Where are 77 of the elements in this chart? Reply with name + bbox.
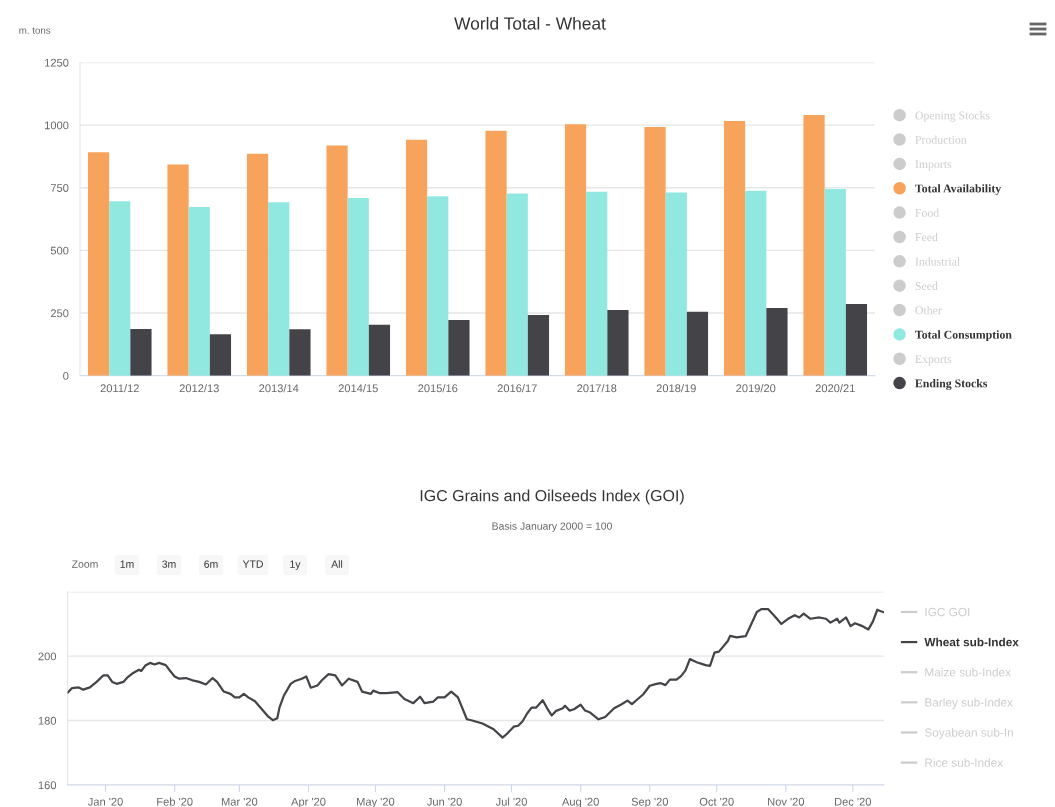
y-tick-label: 200 bbox=[38, 652, 57, 661]
legend-label: Total Availability bbox=[915, 184, 1002, 195]
bar bbox=[448, 320, 470, 376]
bar bbox=[167, 164, 189, 376]
x-tick-label: 2020/21 bbox=[815, 384, 855, 393]
bar bbox=[564, 124, 587, 376]
bar bbox=[209, 334, 232, 376]
text: 1m bbox=[120, 560, 134, 568]
legend-label: Ending Stocks bbox=[915, 379, 988, 390]
bar bbox=[326, 145, 348, 376]
x-tick-label: Mar '20 bbox=[221, 797, 258, 806]
bar bbox=[845, 304, 868, 376]
bar bbox=[109, 201, 131, 376]
x-tick-label: 2015/16 bbox=[418, 384, 458, 393]
x-tick-label: 2011/12 bbox=[100, 384, 139, 393]
line-series bbox=[67, 607, 884, 739]
y-axis-title: m. tons bbox=[19, 27, 51, 34]
bar bbox=[188, 207, 210, 376]
bar bbox=[766, 308, 788, 376]
bar bbox=[745, 190, 767, 376]
bar bbox=[586, 191, 608, 376]
y-tick-label: 180 bbox=[38, 716, 57, 725]
bar bbox=[427, 196, 449, 376]
y-tick-label: 160 bbox=[38, 781, 57, 790]
y-tick-label: 500 bbox=[50, 246, 69, 255]
x-tick-label: 2017/18 bbox=[577, 384, 617, 393]
bar bbox=[824, 189, 846, 376]
y-tick-label: 250 bbox=[50, 309, 69, 318]
bar bbox=[527, 315, 550, 376]
x-tick-label: 2014/15 bbox=[338, 384, 378, 393]
x-tick-label: Jul '20 bbox=[495, 797, 527, 806]
legend-label: Total Consumption bbox=[915, 330, 1012, 342]
legend-label: Wheat sub-Index bbox=[924, 637, 1019, 647]
chart-subtitle: Basis January 2000 = 100 bbox=[492, 522, 612, 532]
x-tick-label: Aug '20 bbox=[561, 797, 599, 807]
bar bbox=[268, 202, 290, 376]
bar bbox=[506, 193, 528, 376]
bar bbox=[347, 198, 369, 376]
x-tick-label: Nov '20 bbox=[768, 797, 805, 806]
bar bbox=[368, 324, 391, 376]
chart-title: IGC Grains and Oilseeds Index (GOI) bbox=[420, 489, 684, 505]
x-tick-label: Jun '20 bbox=[427, 797, 462, 806]
y-tick-label: 0 bbox=[63, 371, 69, 380]
y-tick-label: 1000 bbox=[45, 121, 69, 130]
text: 1y bbox=[290, 560, 301, 570]
x-tick-label: 2012/13 bbox=[179, 384, 219, 393]
bar bbox=[289, 329, 311, 376]
bar bbox=[130, 329, 152, 376]
y-tick-label: 1250 bbox=[45, 58, 69, 67]
bar bbox=[87, 152, 110, 376]
bar bbox=[607, 310, 629, 376]
bar bbox=[803, 115, 825, 376]
x-tick-label: May '20 bbox=[357, 797, 395, 807]
bar bbox=[723, 120, 746, 376]
text: All bbox=[331, 560, 343, 568]
text: YTD bbox=[242, 560, 263, 568]
bar bbox=[644, 126, 666, 376]
x-tick-label: 2016/17 bbox=[497, 384, 537, 393]
x-tick-label: Sep '20 bbox=[631, 797, 669, 807]
bar bbox=[405, 139, 428, 376]
x-tick-label: 2018/19 bbox=[656, 384, 696, 393]
text: 3m bbox=[162, 560, 176, 568]
bar bbox=[246, 153, 269, 376]
text: Zoom bbox=[72, 560, 98, 568]
bar bbox=[686, 311, 709, 376]
x-tick-label: 2019/20 bbox=[736, 384, 776, 393]
x-tick-label: Dec '20 bbox=[835, 797, 871, 806]
x-tick-label: Feb '20 bbox=[157, 797, 193, 806]
x-tick-label: Oct '20 bbox=[699, 797, 734, 806]
x-tick-label: 2013/14 bbox=[259, 384, 299, 393]
y-tick-label: 750 bbox=[50, 184, 69, 192]
bar bbox=[485, 130, 507, 376]
x-tick-label: Apr '20 bbox=[291, 797, 326, 807]
chart-title: World Total - Wheat bbox=[454, 16, 606, 30]
bar bbox=[665, 192, 687, 376]
x-tick-label: Jan '20 bbox=[87, 797, 123, 806]
text: 6m bbox=[204, 560, 218, 568]
